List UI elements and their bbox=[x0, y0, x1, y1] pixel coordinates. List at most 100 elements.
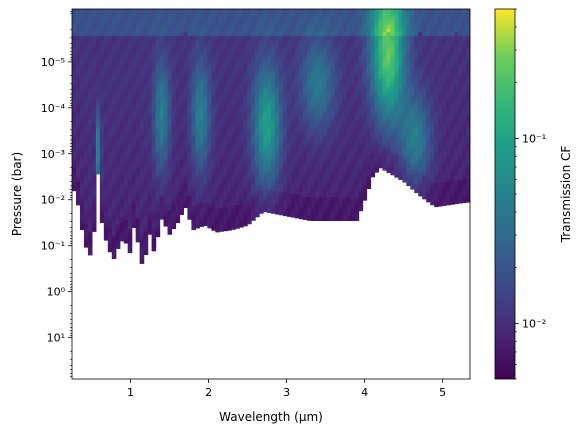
heatmap-cell bbox=[127, 124, 133, 130]
heatmap-cell bbox=[151, 116, 157, 121]
heatmap-cell bbox=[278, 24, 284, 30]
heatmap-cell bbox=[418, 90, 423, 96]
heatmap-cell bbox=[282, 139, 288, 144]
heatmap-cell bbox=[326, 101, 332, 106]
heatmap-cell bbox=[398, 24, 403, 29]
heatmap-cell bbox=[227, 191, 232, 196]
heatmap-cell bbox=[322, 143, 328, 148]
heatmap-cell bbox=[75, 170, 81, 175]
heatmap-cell bbox=[247, 39, 252, 45]
heatmap-cell bbox=[147, 226, 153, 231]
heatmap-cell bbox=[215, 204, 220, 210]
heatmap-cell bbox=[278, 28, 284, 33]
heatmap-cell bbox=[215, 97, 220, 102]
heatmap-cell bbox=[143, 204, 149, 209]
heatmap-cell bbox=[338, 185, 344, 191]
heatmap-cell bbox=[438, 9, 443, 14]
heatmap-cell bbox=[211, 168, 216, 173]
heatmap-cell bbox=[211, 109, 216, 115]
heatmap-cell bbox=[274, 121, 280, 126]
heatmap-cell bbox=[211, 43, 216, 49]
heatmap-cell bbox=[342, 170, 348, 175]
heatmap-cell bbox=[398, 171, 403, 177]
heatmap-cell bbox=[278, 43, 284, 49]
heatmap-cell bbox=[211, 67, 216, 72]
heatmap-cell bbox=[159, 141, 165, 146]
heatmap-cell bbox=[366, 92, 372, 98]
heatmap-cell bbox=[147, 24, 153, 30]
heatmap-cell bbox=[235, 78, 240, 83]
heatmap-cell bbox=[207, 124, 212, 129]
heatmap-cell bbox=[127, 101, 133, 107]
heatmap-cell bbox=[107, 186, 113, 191]
heatmap-cell bbox=[318, 143, 324, 148]
heatmap-cell bbox=[119, 209, 125, 215]
heatmap-cell bbox=[231, 78, 236, 84]
heatmap-cell bbox=[159, 211, 165, 216]
heatmap-cell bbox=[83, 154, 89, 160]
heatmap-cell bbox=[286, 51, 292, 56]
heatmap-cell bbox=[318, 85, 324, 91]
heatmap-cell bbox=[290, 39, 296, 45]
heatmap-cell bbox=[430, 170, 435, 175]
heatmap-cell bbox=[203, 66, 208, 72]
heatmap-cell bbox=[127, 90, 133, 95]
heatmap-cell bbox=[438, 59, 443, 64]
heatmap-cell bbox=[422, 117, 427, 122]
heatmap-cell bbox=[374, 113, 380, 119]
heatmap-cell bbox=[171, 124, 177, 129]
heatmap-cell bbox=[259, 105, 264, 110]
heatmap-cell bbox=[410, 43, 415, 48]
heatmap-cell bbox=[195, 55, 200, 60]
heatmap-cell bbox=[223, 135, 228, 140]
heatmap-cell bbox=[203, 206, 208, 211]
heatmap-cell bbox=[72, 74, 77, 80]
heatmap-cell bbox=[223, 196, 228, 201]
heatmap-cell bbox=[235, 120, 240, 125]
heatmap-cell bbox=[334, 208, 340, 214]
heatmap-cell bbox=[219, 20, 224, 25]
heatmap-cell bbox=[370, 142, 376, 147]
heatmap-cell bbox=[374, 47, 380, 53]
heatmap-cell bbox=[350, 151, 356, 156]
heatmap-cell bbox=[354, 205, 360, 210]
heatmap-cell bbox=[326, 116, 332, 122]
heatmap-cell bbox=[350, 170, 356, 175]
heatmap-cell bbox=[330, 70, 336, 75]
heatmap-cell bbox=[438, 39, 443, 45]
heatmap-cell bbox=[255, 93, 260, 99]
heatmap-cell bbox=[338, 12, 344, 18]
heatmap-cell bbox=[422, 171, 427, 177]
heatmap-cell bbox=[91, 85, 97, 91]
heatmap-cell bbox=[115, 147, 121, 153]
heatmap-cell bbox=[219, 112, 224, 117]
heatmap-cell bbox=[251, 70, 256, 75]
heatmap-cell bbox=[362, 47, 368, 52]
heatmap-cell bbox=[370, 153, 376, 159]
heatmap-cell bbox=[155, 20, 161, 26]
heatmap-cell bbox=[111, 162, 117, 167]
heatmap-cell bbox=[95, 139, 101, 144]
heatmap-cell bbox=[227, 164, 232, 169]
heatmap-cell bbox=[251, 81, 256, 87]
heatmap-cell bbox=[243, 121, 248, 126]
heatmap-cell bbox=[199, 144, 204, 150]
heatmap-cell bbox=[394, 31, 399, 37]
heatmap-cell bbox=[111, 200, 117, 206]
heatmap-cell bbox=[286, 20, 292, 25]
heatmap-cell bbox=[127, 39, 133, 45]
heatmap-cell bbox=[430, 78, 435, 83]
heatmap-cell bbox=[390, 97, 395, 103]
heatmap-cell bbox=[430, 47, 435, 52]
heatmap-cell bbox=[107, 116, 113, 122]
heatmap-cell bbox=[326, 62, 332, 68]
heatmap-cell bbox=[374, 109, 380, 115]
heatmap-cell bbox=[259, 89, 264, 95]
heatmap-cell bbox=[207, 89, 212, 95]
heatmap-cell bbox=[211, 86, 216, 92]
heatmap-cell bbox=[155, 209, 161, 215]
heatmap-cell bbox=[91, 150, 97, 156]
heatmap-cell bbox=[263, 58, 268, 64]
heatmap-cell bbox=[430, 93, 435, 98]
heatmap-cell bbox=[135, 12, 141, 18]
